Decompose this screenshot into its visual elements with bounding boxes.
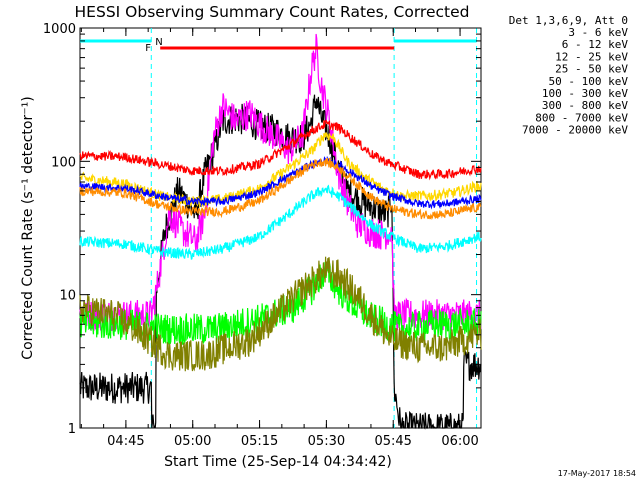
- x-tick-label: 05:30: [308, 434, 345, 449]
- series-line: [79, 256, 482, 372]
- legend-header: Det 1,3,6,9, Att 0: [509, 14, 628, 27]
- x-tick-label: 06:00: [441, 434, 478, 449]
- legend-item: 6 - 12 keV: [562, 38, 629, 51]
- flag-bars: NF: [80, 37, 477, 54]
- y-tick-label: 100: [51, 155, 76, 170]
- x-axis-ticks: 04:45 05:00 05:15 05:30 05:45 06:00: [80, 28, 479, 449]
- legend-item: 12 - 25 keV: [555, 50, 628, 63]
- series-line: [79, 33, 482, 333]
- y-axis-label: Corrected Count Rate (s⁻¹ detector⁻¹): [20, 96, 36, 359]
- x-tick-label: 05:45: [374, 434, 411, 449]
- legend-item: 3 - 6 keV: [568, 26, 628, 39]
- flag-label: N: [155, 37, 162, 48]
- series-line: [79, 157, 482, 221]
- legend-item: 50 - 100 keV: [549, 75, 629, 88]
- legend-item: 800 - 7000 keV: [535, 111, 628, 124]
- legend-item: 300 - 800 keV: [542, 99, 628, 112]
- y-tick-label: 10: [59, 289, 76, 304]
- plot-area: [79, 27, 482, 429]
- series-line: [79, 119, 482, 181]
- series-line: [79, 94, 482, 430]
- chart-title: HESSI Observing Summary Count Rates, Cor…: [75, 3, 470, 21]
- y-tick-label: 1000: [43, 22, 76, 37]
- legend-item: 100 - 300 keV: [542, 87, 628, 100]
- x-tick-label: 04:45: [107, 434, 144, 449]
- legend-item: 7000 - 20000 keV: [522, 124, 628, 137]
- legend-item: 25 - 50 keV: [555, 63, 628, 76]
- plot-frame: [79, 27, 482, 429]
- x-axis-label: Start Time (25-Sep-14 04:34:42): [164, 454, 392, 470]
- x-tick-label: 05:00: [174, 434, 211, 449]
- series-line: [79, 155, 482, 210]
- timestamp: 17-May-2017 18:54: [558, 469, 636, 478]
- y-tick-label: 1: [68, 422, 76, 437]
- y-axis-ticks: 1 10 100 1000: [43, 22, 481, 437]
- series-group: [79, 33, 482, 430]
- series-line: [79, 184, 482, 260]
- x-tick-label: 05:15: [241, 434, 278, 449]
- flag-label: F: [145, 43, 151, 54]
